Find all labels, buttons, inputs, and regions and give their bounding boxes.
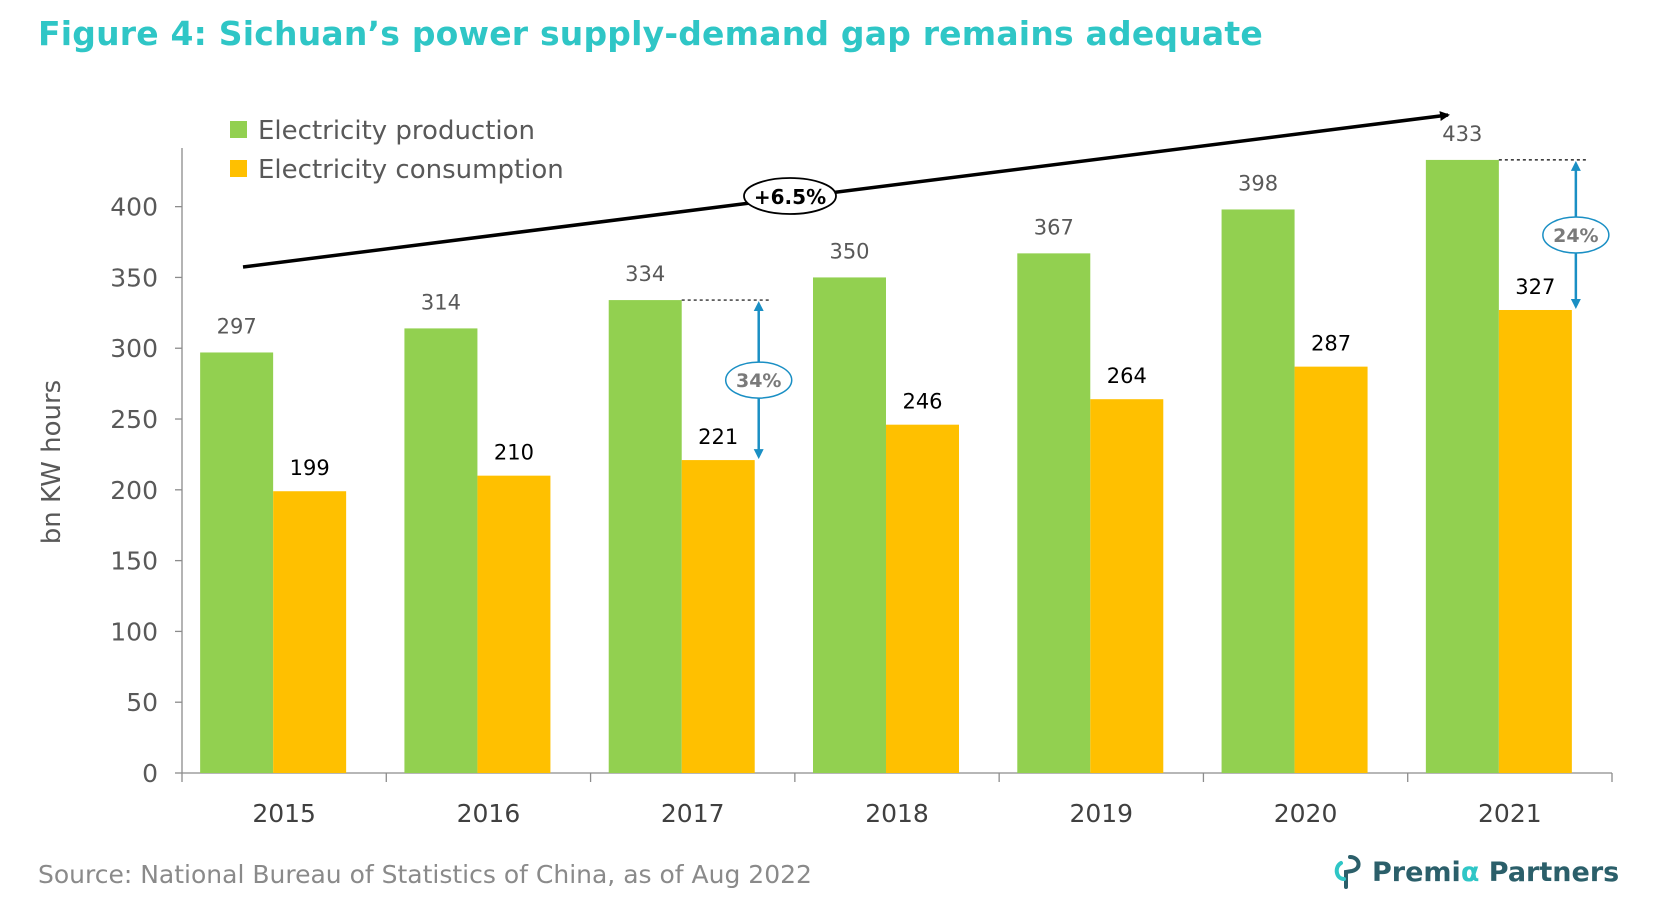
x-tick-label: 2015 <box>252 799 316 828</box>
bar-chart: Electricity production Electricity consu… <box>37 111 1613 828</box>
gap-label-bubble <box>724 361 793 399</box>
x-tick-label: 2019 <box>1069 799 1133 828</box>
bar-consumption <box>1294 366 1368 773</box>
data-label-production: 297 <box>217 314 257 338</box>
y-tick-label: 0 <box>142 759 158 788</box>
data-label-production: 334 <box>625 262 665 286</box>
gap-label: 34% <box>736 370 781 392</box>
bar-consumption <box>1090 399 1164 773</box>
bar-consumption <box>886 424 959 773</box>
x-tick-label: 2018 <box>865 799 929 828</box>
legend: Electricity production Electricity consu… <box>230 116 564 185</box>
gap-label-bubble <box>1542 216 1610 254</box>
x-tick-label: 2017 <box>661 799 725 828</box>
brand-name: Premiα Partners <box>1372 856 1620 888</box>
bars: 297 199 2015 314 210 2016 334 221 2017 350 246 2018… <box>200 122 1572 828</box>
data-label-production: 314 <box>421 290 461 314</box>
bar-consumption <box>273 491 347 773</box>
bar-production <box>1425 159 1499 773</box>
x-tick-label: 2016 <box>457 799 521 828</box>
bar-production <box>404 328 478 773</box>
y-axis-label: bn KW hours <box>37 380 67 544</box>
y-tick-label: 350 <box>110 263 158 292</box>
bar-consumption <box>1498 309 1572 773</box>
source-note: Source: National Bureau of Statistics of… <box>38 860 812 889</box>
bar-production <box>200 352 274 773</box>
data-label-production: 433 <box>1442 122 1482 146</box>
data-label-production: 367 <box>1034 215 1074 239</box>
bar-production <box>813 277 886 773</box>
legend-swatch-consumption <box>230 160 247 177</box>
x-tick-label: 2021 <box>1478 799 1542 828</box>
trend-label: +6.5% <box>754 185 826 209</box>
bar-production <box>1017 253 1091 774</box>
brand-mark-icon <box>1334 855 1361 889</box>
data-label-consumption: 327 <box>1515 275 1555 299</box>
trend-arrow <box>242 111 1450 269</box>
bar-production <box>1221 209 1295 773</box>
y-tick-label: 300 <box>110 334 158 363</box>
y-tick-label: 150 <box>110 547 158 576</box>
data-label-production: 398 <box>1238 171 1278 195</box>
chart-title: Figure 4: Sichuan’s power supply-demand … <box>38 14 1263 53</box>
legend-swatch-production <box>230 121 247 138</box>
legend-label-consumption: Electricity consumption <box>258 155 564 185</box>
annotations: 34% 24% +6.5% <box>242 111 1610 460</box>
data-label-consumption: 264 <box>1107 364 1147 388</box>
y-tick-label: 250 <box>110 405 158 434</box>
y-tick-label: 400 <box>110 193 158 222</box>
bar-production <box>608 300 682 773</box>
data-label-consumption: 246 <box>902 390 942 414</box>
trend-label-bubble <box>743 177 837 215</box>
bar-consumption <box>477 475 551 773</box>
legend-label-production: Electricity production <box>258 116 535 146</box>
y-tick-label: 200 <box>110 476 158 505</box>
y-tick-label: 100 <box>110 617 158 646</box>
data-label-consumption: 210 <box>494 441 534 465</box>
gap-label: 24% <box>1553 225 1598 247</box>
brand-logo: Premiα Partners <box>1332 852 1619 892</box>
data-label-production: 350 <box>829 239 869 263</box>
data-label-consumption: 199 <box>290 456 330 480</box>
bar-consumption <box>681 460 755 773</box>
x-tick-label: 2020 <box>1274 799 1338 828</box>
data-label-consumption: 287 <box>1311 332 1351 356</box>
data-label-consumption: 221 <box>698 425 738 449</box>
y-tick-label: 50 <box>126 688 158 717</box>
